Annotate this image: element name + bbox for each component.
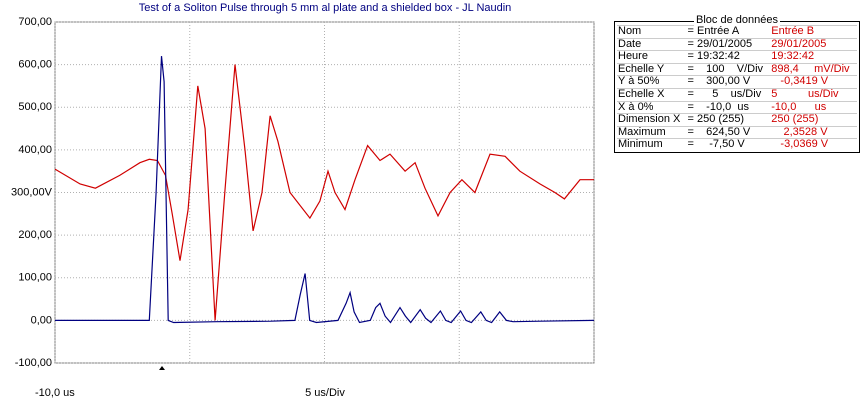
y-tick-label: 300,00V: [11, 186, 53, 198]
y-tick-label: 600,00: [18, 59, 52, 71]
data-cell: Date: [617, 37, 687, 51]
data-row: Nom = Entrée A Entrée B: [617, 25, 857, 39]
data-cell: = 100 V/Div: [686, 62, 771, 76]
y-tick-label: 0,00: [31, 314, 52, 326]
y-tick-label: 400,00: [18, 144, 52, 156]
x-start-label: -10,0 us: [35, 387, 75, 399]
data-cell: Dimension X: [617, 113, 687, 127]
data-row: Dimension X = 250 (255) 250 (255): [617, 113, 857, 127]
data-cell: Entrée B: [770, 25, 857, 39]
series-line: [55, 56, 595, 324]
chart-title: Test of a Soliton Pulse through 5 mm al …: [139, 2, 512, 14]
data-cell: 898,4 mV/Div: [770, 62, 857, 76]
data-cell: = -7,50 V: [686, 138, 771, 151]
data-cell: X à 0%: [617, 100, 687, 114]
data-block: Bloc de données Nom = Entrée A Entrée B Dat…: [614, 14, 860, 153]
data-cell: = -10,0 us: [686, 100, 771, 114]
data-block-title: Bloc de données: [694, 14, 780, 26]
data-cell: = 29/01/2005: [686, 37, 771, 51]
data-cell: Echelle Y: [617, 62, 687, 76]
data-cell: = 19:32:42: [686, 50, 771, 64]
y-tick-label: 700,00: [18, 16, 52, 28]
data-cell: 250 (255): [770, 113, 857, 127]
data-row: Date = 29/01/2005 29/01/2005: [617, 37, 857, 51]
data-row: Heure = 19:32:42 19:32:42: [617, 50, 857, 64]
data-cell: -0,3419 V: [770, 75, 857, 89]
data-cell: Minimum: [617, 138, 687, 151]
data-table: Nom = Entrée A Entrée B Date = 29/01/2005 29/…: [617, 25, 857, 151]
trigger-marker: [159, 366, 165, 370]
data-cell: Heure: [617, 50, 687, 64]
data-cell: Maximum: [617, 125, 687, 139]
x-axis-label: 5 us/Div: [305, 387, 345, 399]
y-tick-label: 100,00: [18, 272, 52, 284]
chart: Test of a Soliton Pulse through 5 mm al …: [11, 2, 595, 399]
data-row: Minimum = -7,50 V -3,0369 V: [617, 138, 857, 151]
data-row: Maximum = 624,50 V 2,3528 V: [617, 125, 857, 139]
data-row: Echelle X = 5 us/Div 5 us/Div: [617, 87, 857, 102]
y-tick-label: -100,00: [15, 357, 52, 369]
data-cell: -10,0 us: [770, 100, 857, 114]
data-cell: Y à 50%: [617, 75, 687, 89]
data-cell: -3,0369 V: [770, 138, 857, 151]
data-cell: = Entrée A: [686, 25, 771, 39]
data-cell: 19:32:42: [770, 50, 857, 64]
y-tick-label: 500,00: [18, 101, 52, 113]
y-tick-label: 200,00: [18, 229, 52, 241]
data-row: X à 0% = -10,0 us -10,0 us: [617, 100, 857, 114]
data-cell: = 624,50 V: [686, 125, 771, 139]
series-line: [54, 64, 594, 321]
data-cell: 5 us/Div: [770, 87, 857, 102]
data-row: Y à 50% = 300,00 V -0,3419 V: [617, 75, 857, 89]
data-cell: 29/01/2005: [770, 37, 857, 51]
data-cell: = 300,00 V: [686, 75, 771, 89]
plot-area: [54, 21, 595, 364]
data-cell: = 5 us/Div: [686, 87, 771, 102]
data-row: Echelle Y = 100 V/Div 898,4 mV/Div: [617, 62, 857, 76]
data-cell: Nom: [617, 25, 687, 39]
data-cell: 2,3528 V: [770, 125, 857, 139]
data-cell: = 250 (255): [686, 113, 771, 127]
data-cell: Echelle X: [617, 87, 687, 102]
